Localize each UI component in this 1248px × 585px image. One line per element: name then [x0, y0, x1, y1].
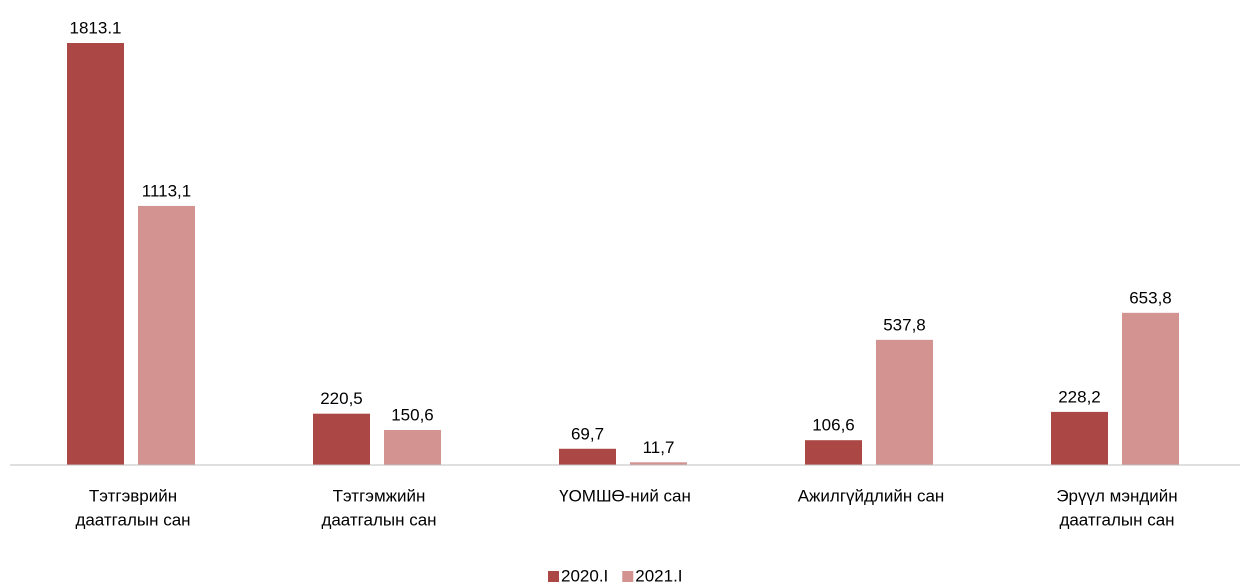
legend-label: 2021.I — [635, 566, 682, 585]
data-label: 11,7 — [643, 438, 675, 457]
legend-label: 2020.I — [561, 566, 608, 585]
x-tick-label: Ажилгүйдлийн сан — [798, 486, 945, 505]
bar — [67, 43, 124, 465]
bar — [630, 462, 687, 465]
bar — [313, 413, 370, 465]
x-tick-label: Тэтгэврийн — [89, 486, 177, 505]
legend-swatch — [548, 571, 559, 582]
bar — [559, 448, 616, 465]
data-label: 228,2 — [1058, 387, 1101, 406]
x-tick-label: даатгалын сан — [321, 510, 436, 529]
bar — [876, 339, 933, 465]
data-label: 1113,1 — [142, 181, 191, 200]
data-label: 653,8 — [1129, 288, 1172, 307]
bar — [1051, 411, 1108, 465]
bar — [138, 205, 195, 466]
legend-swatch — [622, 571, 634, 582]
data-label: 69,7 — [571, 424, 604, 443]
x-tick-label: Эрүүл мэндийн — [1056, 486, 1177, 505]
x-tick-label: Тэтгэмжийн — [333, 486, 426, 505]
data-label: 537,8 — [883, 315, 926, 334]
data-label: 150,6 — [391, 405, 434, 424]
x-tick-label: даатгалын сан — [1059, 510, 1174, 529]
data-label: 220,5 — [320, 389, 363, 408]
x-tick-label: ҮОМШӨ-ний сан — [559, 486, 691, 505]
data-label: 1813.1 — [70, 18, 122, 37]
data-label: 106,6 — [812, 416, 855, 435]
bar — [384, 429, 441, 465]
bar — [805, 440, 862, 465]
bar — [1122, 312, 1179, 465]
x-tick-label: даатгалын сан — [75, 510, 190, 529]
